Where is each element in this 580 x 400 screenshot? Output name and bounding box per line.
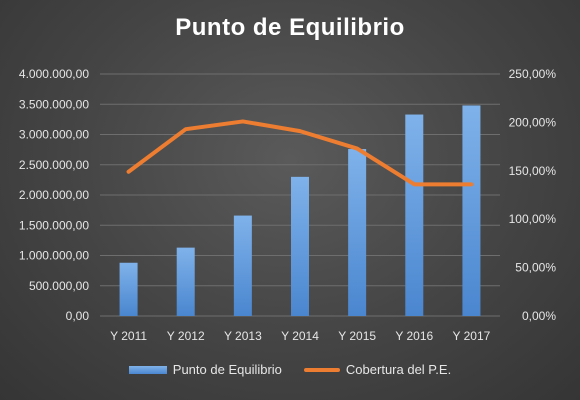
bar — [119, 262, 138, 316]
bar — [291, 176, 309, 316]
bar — [462, 105, 481, 317]
y-right-tick-label: 50,00% — [515, 261, 556, 275]
y-left-tick-label: 2.000.000,00 — [19, 188, 89, 202]
x-tick-label: Y 2014 — [281, 329, 319, 343]
bar — [233, 215, 252, 316]
bar — [176, 247, 195, 316]
y-left-tick-label: 1.000.000,00 — [19, 249, 89, 263]
y-left-tick-label: 4.000.000,00 — [19, 67, 89, 81]
x-tick-label: Y 2015 — [338, 329, 376, 343]
x-tick-label: Y 2017 — [453, 329, 491, 343]
bar — [348, 149, 367, 316]
legend-item-line-series: Cobertura del P.E. — [303, 362, 452, 377]
y-left-tick-label: 3.000.000,00 — [19, 128, 89, 142]
chart-legend: Punto de Equilibrio Cobertura del P.E. — [0, 362, 580, 377]
y-left-tick-label: 0,00 — [66, 309, 90, 323]
y-left-tick-label: 500.000,00 — [29, 279, 89, 293]
x-tick-label: Y 2012 — [167, 329, 205, 343]
chart-title: Punto de Equilibrio — [175, 14, 405, 41]
y-right-tick-label: 100,00% — [509, 212, 557, 226]
bar — [405, 114, 424, 316]
y-left-tick-label: 2.500.000,00 — [19, 158, 89, 172]
legend-item-bar-series: Punto de Equilibrio — [128, 362, 282, 377]
legend-swatch-line — [303, 367, 340, 372]
x-tick-label: Y 2016 — [395, 329, 433, 343]
y-right-tick-label: 150,00% — [509, 164, 557, 178]
y-right-tick-label: 200,00% — [509, 115, 557, 129]
y-left-tick-label: 1.500.000,00 — [19, 218, 89, 232]
y-right-tick-label: 250,00% — [509, 67, 557, 81]
legend-label-line-series: Cobertura del P.E. — [345, 362, 452, 377]
x-tick-label: Y 2011 — [110, 329, 147, 343]
y-right-tick-label: 0,00% — [522, 309, 556, 323]
x-tick-label: Y 2013 — [224, 329, 262, 343]
legend-label-bar-series: Punto de Equilibrio — [172, 362, 282, 377]
legend-swatch-bar — [128, 365, 167, 374]
y-left-tick-label: 3.500.000,00 — [19, 97, 89, 111]
